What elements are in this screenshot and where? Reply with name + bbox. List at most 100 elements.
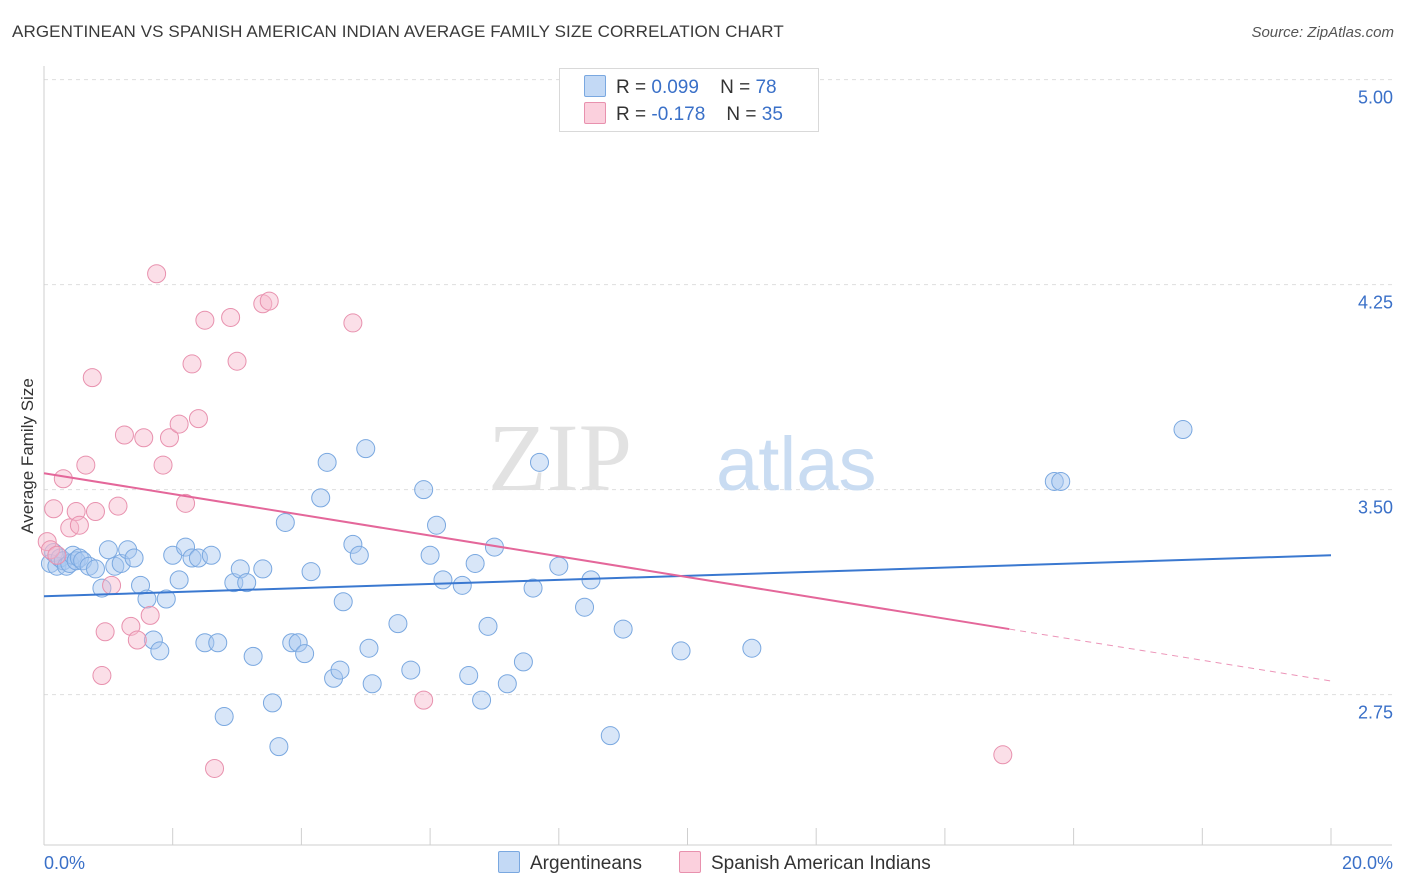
data-point <box>301 562 321 582</box>
data-point <box>452 575 472 595</box>
legend-r-label: R = <box>616 77 647 98</box>
data-point <box>85 559 105 579</box>
legend-n-label: N = <box>720 77 751 98</box>
data-point <box>169 570 189 590</box>
legend-n-value: 35 <box>761 104 783 125</box>
data-point <box>311 488 331 508</box>
data-point <box>333 592 353 612</box>
data-point <box>147 264 167 284</box>
tick-labels: 2.75 3.50 4.25 5.00 0.0% 20.0% <box>44 88 1393 873</box>
data-point <box>253 559 273 579</box>
data-points <box>37 264 1193 778</box>
legend-swatch-blue <box>584 75 606 97</box>
legend-row-argentineans: R = 0.099 N = 78 <box>584 75 777 101</box>
data-point <box>176 493 196 513</box>
data-point <box>472 690 492 710</box>
data-point <box>195 633 215 653</box>
data-point <box>95 622 115 642</box>
data-point <box>575 597 595 617</box>
data-point <box>414 480 434 500</box>
data-point <box>613 619 633 639</box>
data-point <box>85 502 105 522</box>
data-point <box>288 633 308 653</box>
data-point <box>114 425 134 445</box>
data-point <box>214 707 234 727</box>
bottom-legend-swatch-blue <box>498 851 520 873</box>
data-point <box>66 551 86 571</box>
data-point <box>420 545 440 565</box>
data-point <box>330 660 350 680</box>
stats-legend: R = 0.099 N = 78 R = -0.178 N = 35 <box>559 68 819 132</box>
ticks <box>43 828 1332 845</box>
data-point <box>433 570 453 590</box>
data-point <box>269 737 289 757</box>
data-point <box>102 575 122 595</box>
data-point <box>69 548 89 568</box>
data-point <box>221 307 241 327</box>
data-point <box>124 548 144 568</box>
y-axis-label: Average Family Size <box>18 378 37 534</box>
data-point <box>513 652 533 672</box>
data-point <box>176 537 196 557</box>
legend-swatch-pink <box>584 102 606 124</box>
legend-r-value: 0.099 <box>651 77 699 98</box>
x-tick-label-min: 0.0% <box>44 853 85 873</box>
data-point <box>343 313 363 333</box>
watermark-atlas: atlas <box>716 422 877 507</box>
data-point <box>401 660 421 680</box>
data-point <box>427 515 447 535</box>
watermark: ZIP atlas <box>488 404 877 511</box>
data-point <box>465 553 485 573</box>
legend-n-value: 78 <box>755 77 777 98</box>
data-point <box>40 540 60 560</box>
data-point <box>53 469 73 489</box>
data-point <box>262 693 282 713</box>
legend-r-value: -0.178 <box>651 104 706 125</box>
y-tick-label: 4.25 <box>1358 293 1393 313</box>
trend-line-spanish-american-indians <box>43 472 1010 631</box>
data-point <box>98 540 118 560</box>
data-point <box>1044 471 1064 491</box>
data-point <box>150 641 170 661</box>
y-tick-label: 2.75 <box>1358 703 1393 723</box>
data-point <box>140 605 160 625</box>
data-point <box>343 534 363 554</box>
data-point <box>169 414 189 434</box>
data-point <box>156 589 176 609</box>
data-point <box>414 690 434 710</box>
data-point <box>600 726 620 746</box>
data-point <box>182 548 202 568</box>
trend-lines <box>43 472 1332 682</box>
data-point <box>137 589 157 609</box>
data-point <box>1051 471 1071 491</box>
data-point <box>349 545 369 565</box>
y-tick-label: 5.00 <box>1358 88 1393 108</box>
bottom-legend-label: Spanish American Indians <box>711 853 931 874</box>
data-point <box>227 351 247 371</box>
data-point <box>47 545 67 565</box>
data-point <box>742 638 762 658</box>
data-point <box>275 512 295 532</box>
bottom-legend-spanish-american-indians: Spanish American Indians <box>679 851 931 875</box>
data-point <box>459 666 479 686</box>
data-point <box>478 616 498 636</box>
data-point <box>143 630 163 650</box>
data-point <box>295 644 315 664</box>
data-point <box>388 614 408 634</box>
data-point <box>208 633 228 653</box>
legend-n-label: N = <box>726 104 757 125</box>
data-point <box>92 666 112 686</box>
data-point <box>195 310 215 330</box>
data-point <box>497 674 517 694</box>
data-point <box>76 455 96 475</box>
data-point <box>188 409 208 429</box>
x-tick-label-max: 20.0% <box>1342 853 1393 873</box>
axes <box>43 66 1392 846</box>
legend-r-label: R = <box>616 104 647 125</box>
bottom-legend-argentineans: Argentineans <box>498 851 642 875</box>
trend-line-argentineans <box>43 554 1332 598</box>
chart-title: ARGENTINEAN VS SPANISH AMERICAN INDIAN A… <box>12 22 784 41</box>
data-point <box>182 354 202 374</box>
trend-line-spanish-american-indians-extrapolated <box>1009 628 1332 682</box>
